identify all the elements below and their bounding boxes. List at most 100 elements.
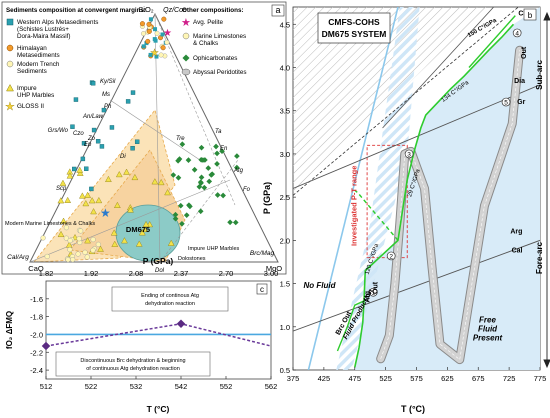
western-alps-point (90, 81, 96, 86)
c-x-tick-label: 532 (130, 382, 143, 391)
mineral-label: Ta (215, 129, 222, 135)
western-alps-point (91, 127, 97, 133)
western-alps-point (95, 138, 101, 144)
panel-b-ylabel: P (GPa) (262, 182, 272, 214)
ophicarbonate-point (172, 211, 179, 218)
western-alps-point (80, 156, 86, 162)
mineral-label: Fo (243, 187, 251, 193)
y-tick-label: 4.5 (280, 20, 290, 29)
trench-point (140, 31, 146, 37)
path-point (368, 287, 378, 297)
himalayan-point (139, 21, 145, 27)
path-point-label: 4 (515, 30, 519, 37)
x-tick-label: 775 (534, 374, 547, 383)
panel-b-xlabel: T (°C) (401, 404, 425, 414)
legend-symbol (6, 44, 14, 52)
dm675-point: ★ (100, 206, 111, 220)
ophicarbonate-point (219, 148, 225, 155)
uhp-marble-point (110, 229, 118, 236)
uhp-marble-point (164, 189, 171, 196)
legend-symbol (6, 60, 14, 68)
uhp-marble-point (84, 191, 91, 198)
arg-cal-line (293, 239, 540, 332)
uhp-marble-point (95, 196, 103, 204)
uhp-marble-point (82, 200, 90, 207)
panel-c-ylabel: fO₂ ΔFMQ (5, 311, 14, 349)
ophicarbonate-point (206, 178, 213, 185)
uhp-marble-point (121, 237, 128, 244)
ophicarbonate-point (234, 164, 240, 171)
path-point (501, 97, 511, 107)
ophicarbonate-point (201, 184, 208, 191)
annotation-dolostones: Dolostones (178, 256, 206, 262)
side-label-forearc: Fore-arc (535, 241, 544, 274)
reaction-label-dia: Dia (514, 78, 525, 85)
ophicarbonate-point (214, 161, 220, 167)
uhp-marble-point (90, 208, 97, 215)
uhp-marble-point (60, 217, 67, 224)
uhp-marble-point (84, 237, 91, 244)
c-top-tick-label: 2.70 (219, 269, 234, 278)
apex-top-mineral: Qz/Coe (163, 7, 187, 14)
uhp-marble-point (138, 229, 146, 236)
mineral-label: Ky/Sil (100, 79, 116, 85)
c-y-tick-label: -1.8 (30, 313, 43, 322)
y-tick-label: 3.5 (280, 107, 290, 116)
limestone-point (63, 235, 69, 241)
c-top-tick-label: 2.37 (174, 269, 189, 278)
chu-out-line (468, 15, 516, 68)
ophicarbonate-point (197, 208, 204, 215)
c-top-tick-label: 1.92 (84, 269, 99, 278)
uhp-marble-point (123, 168, 130, 175)
reaction-label-arg: Arg (510, 228, 522, 235)
himalayan-point (160, 45, 166, 51)
mineral-label: Ms (102, 92, 110, 98)
annotation-investigated: Investigated P-T range (350, 166, 359, 246)
apex-left-label: CaO (28, 264, 44, 273)
trench-point (164, 39, 170, 45)
mineral-label: Ph (104, 104, 112, 110)
uhp-marble-point (131, 173, 139, 181)
ophicarbonate-point (170, 172, 177, 178)
legend-symbol (6, 18, 14, 26)
c-x-tick-label: 542 (175, 382, 188, 391)
reaction-label-cal: Cal (512, 247, 523, 254)
ophicarbonate-point (213, 143, 219, 150)
uhp-marble-point (111, 240, 119, 247)
western-alps-point (72, 166, 77, 172)
ophicarbonate-point (200, 157, 206, 163)
ophicarbonate-point (198, 174, 205, 181)
mineral-label: Di (120, 154, 126, 160)
path-point-label: 2 (389, 253, 393, 260)
apex-left-mineral: Cal/Arg (7, 254, 29, 261)
limestone-point (75, 251, 81, 257)
path-point-label: 3 (407, 151, 411, 158)
limestone-point (90, 247, 96, 253)
c-y-tick-label: -2.2 (30, 348, 43, 357)
ophicarbonate-point (214, 150, 220, 157)
fo2-point (176, 319, 186, 329)
free-fluid-region (354, 7, 540, 370)
legend-entry: Ophicarbonates (193, 55, 237, 62)
uhp-marble-point (76, 169, 84, 176)
reaction-label-out: Out (521, 46, 528, 59)
ophicarbonate-point (198, 144, 205, 151)
uhp-marble-point (57, 230, 65, 237)
annotation-limestones: Modern Marine Limestones & Chalks (5, 221, 95, 227)
c-y-tick-label: -2.4 (30, 366, 43, 375)
western-alps-point (125, 99, 131, 104)
western-alps-point (134, 139, 140, 144)
ophicarbonate-point (196, 183, 203, 190)
ophicarbonate-point (234, 153, 240, 159)
himalayan-point (161, 16, 167, 22)
trench-point (158, 52, 164, 58)
ophicarbonate-point (220, 192, 226, 199)
reaction-label-gr: Gr (517, 99, 525, 106)
western-alps-point (160, 32, 165, 37)
apex-right-mineral: Brc/Mag (250, 250, 275, 257)
western-alps-point (109, 125, 115, 130)
mineral-label: Ep (84, 142, 92, 148)
western-alps-point (148, 17, 153, 22)
ophicarbonate-point (176, 156, 183, 162)
path-point (386, 251, 396, 261)
